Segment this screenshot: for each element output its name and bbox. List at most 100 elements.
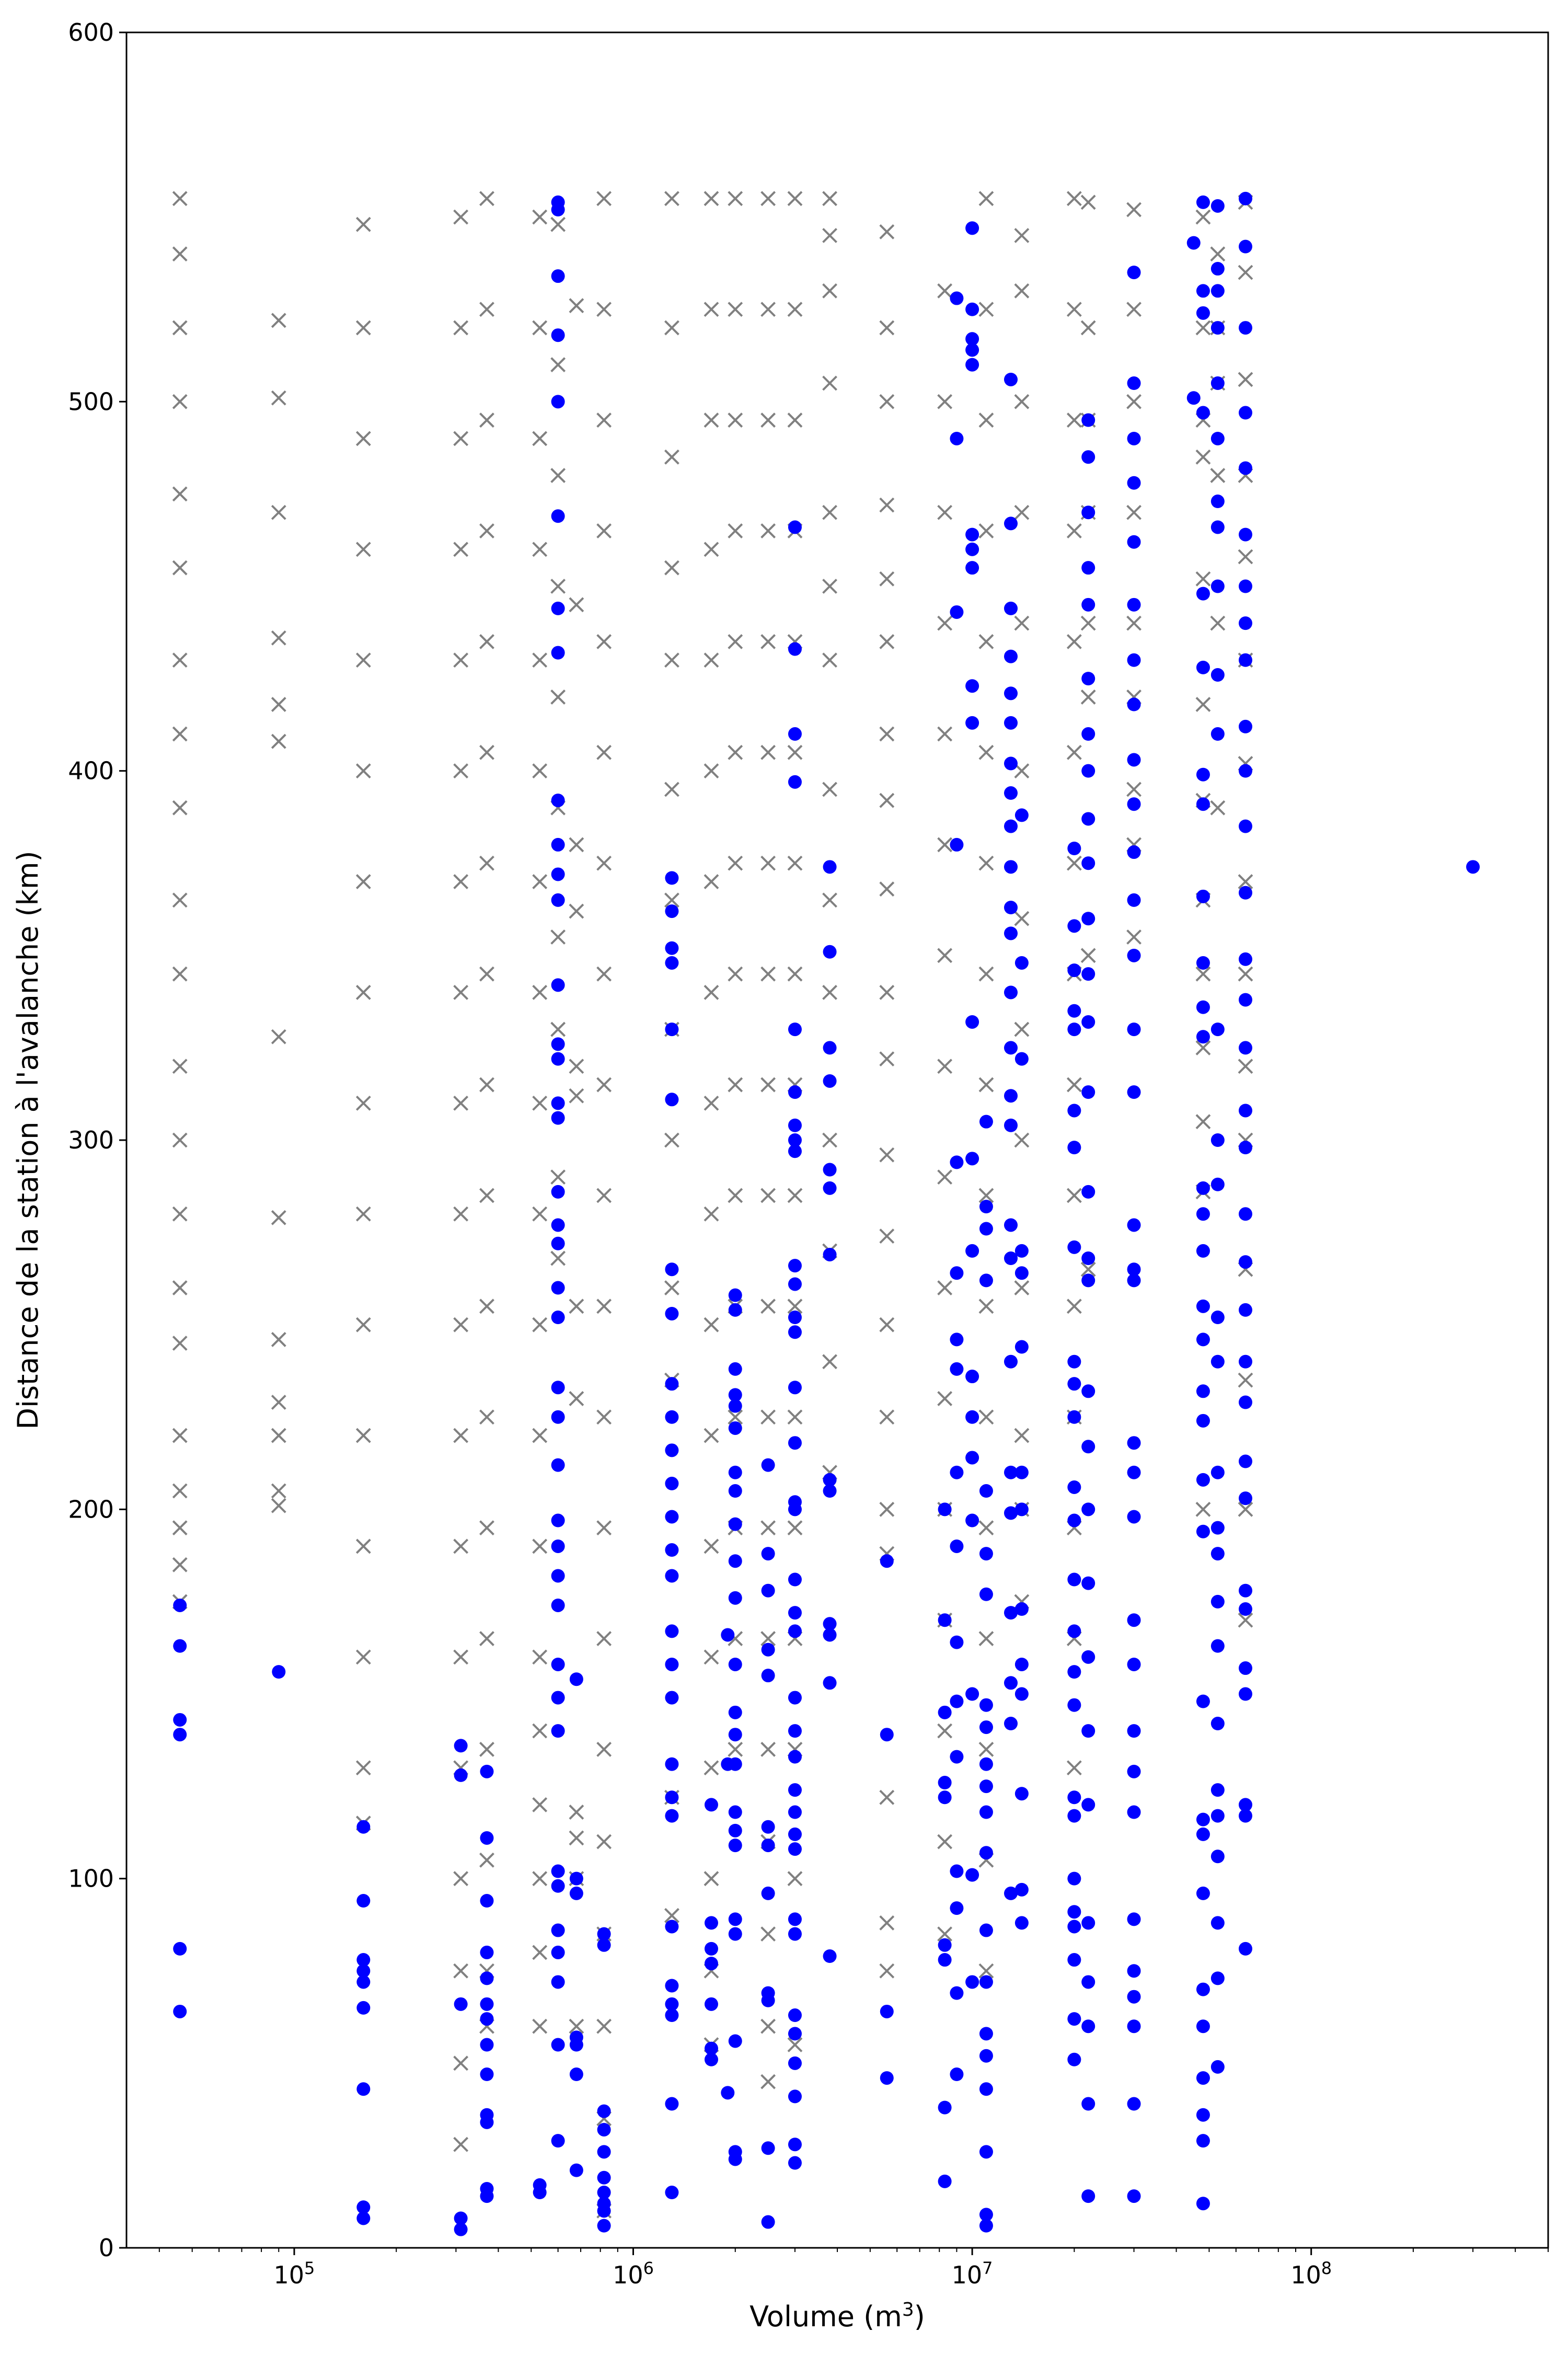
dot-marker-point — [704, 1798, 718, 1812]
x-marker-point — [1238, 1612, 1253, 1628]
dot-marker-point — [950, 431, 964, 445]
dot-marker-point — [1196, 2197, 1210, 2211]
x-marker-point — [453, 1963, 469, 1979]
dot-marker-point — [1196, 2071, 1210, 2085]
x-marker-point — [596, 523, 612, 538]
x-marker-point — [550, 1250, 566, 1266]
x-tick-base: 10 — [273, 2261, 304, 2289]
dot-marker-point — [551, 601, 565, 615]
dot-marker-point — [551, 1864, 565, 1878]
x-marker-point — [728, 1742, 743, 1757]
x-marker-point — [1014, 1132, 1030, 1148]
x-tick-label: 107 — [952, 2258, 993, 2289]
x-marker-point — [879, 1409, 895, 1425]
x-axis-label-superscript: 3 — [902, 2299, 914, 2320]
dot-marker-point — [1067, 1665, 1081, 1679]
dot-marker-point — [721, 2086, 735, 2100]
dot-marker-point — [965, 1244, 979, 1258]
x-marker-point — [787, 1299, 803, 1314]
x-marker-point — [822, 985, 837, 1000]
x-marker-point — [664, 892, 679, 908]
dot-marker-point — [1014, 1266, 1029, 1280]
x-marker-point — [937, 1280, 953, 1295]
dot-marker-point — [979, 1484, 993, 1498]
dot-marker-point — [1004, 1089, 1018, 1103]
dot-marker-point — [1081, 1273, 1096, 1288]
x-tick-exponent: 8 — [1321, 2258, 1332, 2278]
dot-marker-point — [823, 1074, 837, 1088]
x-marker-point — [978, 1631, 994, 1646]
dot-marker-point — [1004, 1118, 1018, 1132]
x-marker-point — [479, 191, 494, 206]
dot-marker-point — [1127, 1510, 1141, 1524]
dot-marker-point — [761, 1547, 775, 1561]
dot-marker-point — [1081, 727, 1096, 741]
dot-marker-point — [1014, 1882, 1029, 1897]
dot-marker-point — [1067, 1790, 1081, 1805]
y-tick-label: 0 — [99, 2234, 114, 2262]
dot-marker-point — [1210, 1354, 1225, 1369]
x-marker-point — [1066, 302, 1082, 317]
dot-marker-point — [950, 1155, 964, 1169]
x-marker-point — [453, 763, 469, 779]
dot-marker-point — [950, 1332, 964, 1347]
dot-marker-point — [1004, 1606, 1018, 1620]
dot-marker-point — [1238, 886, 1252, 900]
x-marker-point — [596, 1188, 612, 1203]
dot-marker-point — [788, 1311, 802, 1325]
x-marker-point — [728, 191, 743, 206]
dot-marker-point — [1127, 1262, 1141, 1277]
dot-marker-point — [551, 2134, 565, 2148]
x-marker-point — [879, 1963, 895, 1979]
x-marker-point — [704, 542, 719, 557]
dot-marker-point — [1210, 1521, 1225, 1535]
x-marker-point — [1080, 194, 1096, 210]
dot-marker-point — [1004, 1717, 1018, 1731]
x-marker-point — [879, 1147, 895, 1163]
dot-marker-point — [551, 1185, 565, 1199]
dot-marker-point — [950, 1465, 964, 1479]
dot-marker-point — [1081, 2189, 1096, 2203]
dot-marker-point — [823, 1163, 837, 1177]
x-marker-point — [937, 948, 953, 963]
x-marker-point — [879, 1317, 895, 1332]
x-marker-point — [704, 412, 719, 428]
x-marker-point — [532, 320, 548, 336]
dot-marker-point — [1196, 1030, 1210, 1044]
dot-marker-point — [1196, 1244, 1210, 1258]
dot-marker-point — [1238, 1602, 1252, 1616]
x-marker-point — [172, 394, 188, 409]
x-marker-point — [271, 1029, 286, 1044]
x-marker-point — [704, 1095, 719, 1111]
x-marker-point — [596, 1520, 612, 1536]
x-marker-point — [704, 1871, 719, 1887]
dot-marker-point — [1081, 598, 1096, 612]
x-marker-point — [760, 2018, 776, 2034]
x-marker-point — [479, 412, 494, 428]
dot-marker-point — [788, 1277, 802, 1291]
dot-marker-point — [1004, 786, 1018, 800]
dot-marker-point — [665, 1262, 679, 1277]
x-marker-point — [760, 1742, 776, 1757]
dot-marker-point — [880, 2071, 894, 2085]
dot-marker-point — [1238, 1798, 1252, 1812]
dot-marker-point — [1210, 1311, 1225, 1325]
x-marker-point — [937, 1169, 953, 1185]
x-marker-point — [728, 1188, 743, 1203]
dot-marker-point — [979, 2208, 993, 2222]
dot-marker-point — [979, 2219, 993, 2233]
x-marker-point — [728, 1409, 743, 1425]
x-marker-point — [355, 1649, 371, 1665]
x-marker-point — [1238, 874, 1253, 889]
dot-marker-point — [454, 2222, 468, 2236]
dot-marker-point — [1081, 812, 1096, 826]
dot-marker-point — [728, 1912, 742, 1926]
x-tick-exponent: 5 — [304, 2258, 315, 2278]
x-marker-point — [704, 763, 719, 779]
dot-marker-point — [1196, 1414, 1210, 1428]
dot-marker-point — [665, 1790, 679, 1805]
dot-marker-point — [551, 1311, 565, 1325]
dot-marker-point — [788, 727, 802, 741]
dot-marker-point — [1238, 1141, 1252, 1155]
